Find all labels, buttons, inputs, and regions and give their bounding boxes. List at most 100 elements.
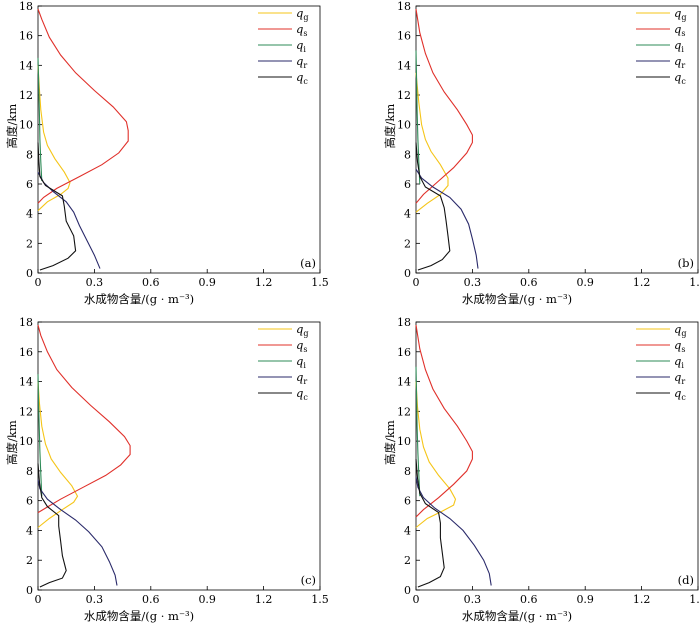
x-tick-label: 0 xyxy=(35,593,42,606)
series-line-qg xyxy=(415,72,449,213)
legend-label-qc: qc xyxy=(296,386,308,402)
y-tick-label: 10 xyxy=(19,119,33,132)
x-tick-label: 1.2 xyxy=(255,276,273,289)
legend-symbol: q xyxy=(674,370,681,384)
y-tick-label: 6 xyxy=(26,495,33,508)
series-line-qg xyxy=(37,65,71,212)
x-tick-label: 1.2 xyxy=(633,593,651,606)
x-tick-label: 0 xyxy=(413,276,420,289)
x-tick-label: 1.5 xyxy=(311,276,329,289)
y-tick-label: 12 xyxy=(397,405,411,418)
x-tick-label: 1.5 xyxy=(689,593,700,606)
x-tick-label: 0.3 xyxy=(86,276,104,289)
legend-symbol: q xyxy=(674,70,681,84)
y-tick-label: 8 xyxy=(404,148,411,161)
series-line-qr xyxy=(37,479,118,586)
x-tick-label: 0.6 xyxy=(142,276,160,289)
y-tick-label: 10 xyxy=(397,119,411,132)
x-tick-label: 0 xyxy=(35,276,42,289)
y-tick-label: 18 xyxy=(19,316,33,329)
y-tick-label: 10 xyxy=(397,435,411,448)
legend-symbol: q xyxy=(296,370,303,384)
chart-panel-b: 0 0.3 0.6 0.9 1.2 1.5 0 2 4 6 8 10 12 14 16 18 水成物含量/(g … xyxy=(383,0,700,306)
series-line-qg xyxy=(37,381,79,528)
y-tick-label: 0 xyxy=(404,584,411,597)
series-line-qc xyxy=(415,142,451,271)
legend-symbol: q xyxy=(674,6,681,20)
chart-panel-a: 0 0.3 0.6 0.9 1.2 1.5 0 2 4 6 8 10 12 14 16 18 水成物含量/(g … xyxy=(5,0,329,306)
y-tick-label: 10 xyxy=(19,435,33,448)
y-tick-label: 8 xyxy=(404,465,411,478)
legend-subscript: s xyxy=(681,29,685,38)
series-line-qs xyxy=(415,8,473,204)
legend-subscript: s xyxy=(303,345,307,354)
legend-label-qg: qg xyxy=(296,322,309,338)
series-line-qr xyxy=(415,476,492,586)
series-line-qr xyxy=(37,171,101,269)
legend-label-qs: qs xyxy=(674,338,685,354)
legend-symbol: q xyxy=(296,38,303,52)
legend-label-qi: qi xyxy=(674,38,684,54)
x-axis-label: 水成物含量/(g · m⁻³) xyxy=(84,292,194,306)
legend-subscript: r xyxy=(681,377,685,386)
legend-label-qg: qg xyxy=(674,322,687,338)
legend-label-qr: qr xyxy=(296,370,307,386)
legend-label-qc: qc xyxy=(674,70,686,86)
series-line-qs xyxy=(37,8,129,204)
legend-label-qr: qr xyxy=(674,54,685,70)
x-tick-label: 0.3 xyxy=(86,593,104,606)
legend-symbol: q xyxy=(296,6,303,20)
legend-subscript: s xyxy=(303,29,307,38)
x-tick-label: 0.3 xyxy=(464,593,482,606)
y-tick-label: 4 xyxy=(26,524,33,537)
y-axis-label: 高度/km xyxy=(383,104,397,149)
y-tick-label: 0 xyxy=(26,584,33,597)
x-axis-label: 水成物含量/(g · m⁻³) xyxy=(462,292,572,306)
y-tick-label: 18 xyxy=(397,316,411,329)
legend-subscript: g xyxy=(303,13,308,22)
series-line-qc xyxy=(37,142,77,271)
y-tick-label: 14 xyxy=(397,59,411,72)
legend-symbol: q xyxy=(674,22,681,36)
legend-symbol: q xyxy=(674,322,681,336)
legend-subscript: i xyxy=(681,361,684,370)
legend-label-qs: qs xyxy=(674,22,685,38)
x-tick-label: 1.5 xyxy=(689,276,700,289)
legend-symbol: q xyxy=(296,22,303,36)
legend-subscript: c xyxy=(681,77,686,86)
legend-symbol: q xyxy=(296,338,303,352)
legend-label-qr: qr xyxy=(674,370,685,386)
legend-symbol: q xyxy=(674,54,681,68)
x-axis-label: 水成物含量/(g · m⁻³) xyxy=(84,609,194,623)
y-tick-label: 12 xyxy=(19,89,33,102)
legend-subscript: g xyxy=(303,329,308,338)
series-line-qc xyxy=(37,463,67,588)
y-tick-label: 18 xyxy=(397,0,411,13)
y-axis-label: 高度/km xyxy=(383,420,397,465)
legend-subscript: g xyxy=(681,329,686,338)
y-tick-label: 8 xyxy=(26,148,33,161)
plot-frame xyxy=(415,321,699,591)
x-tick-label: 0.6 xyxy=(142,593,160,606)
legend-label-qc: qc xyxy=(296,70,308,86)
x-tick-label: 0.6 xyxy=(520,276,538,289)
y-tick-label: 14 xyxy=(397,376,411,389)
plot-frame xyxy=(415,5,699,274)
legend-subscript: c xyxy=(303,77,308,86)
y-tick-label: 0 xyxy=(26,267,33,280)
legend-subscript: s xyxy=(681,345,685,354)
legend-subscript: i xyxy=(303,361,306,370)
y-tick-label: 16 xyxy=(397,30,411,43)
legend-label-qs: qs xyxy=(296,338,307,354)
legend-label-qc: qc xyxy=(674,386,686,402)
plot-frame xyxy=(37,5,321,274)
y-tick-label: 16 xyxy=(19,30,33,43)
series-line-qr xyxy=(415,168,479,269)
series-line-qg xyxy=(415,381,457,528)
y-tick-label: 2 xyxy=(404,237,411,250)
